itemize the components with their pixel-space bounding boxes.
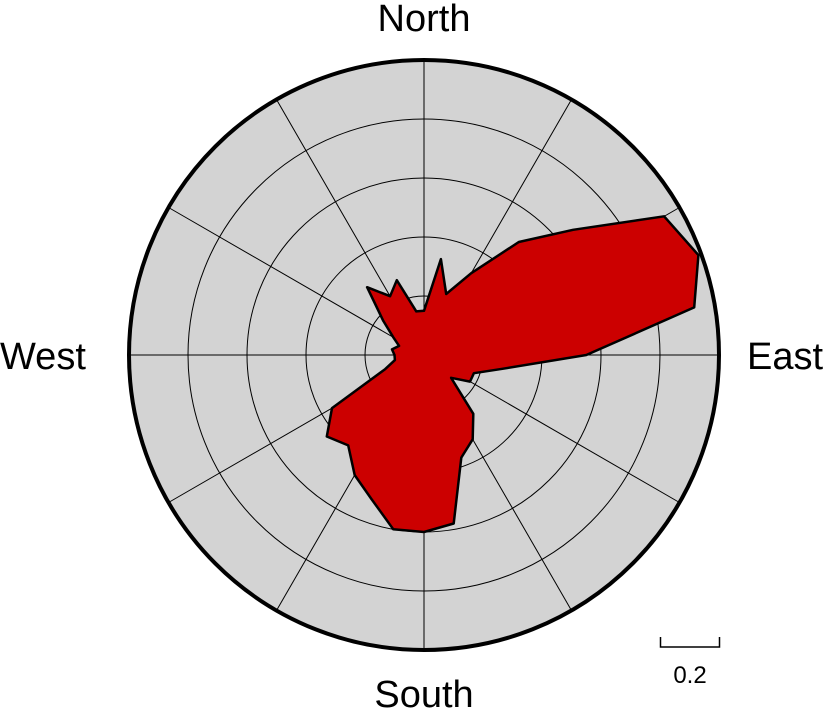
compass-label-west: West	[0, 336, 86, 378]
spoke-300	[168, 207, 425, 356]
compass-label-east: East	[747, 336, 824, 378]
scale-bar-label: 0.2	[673, 662, 707, 689]
compass-label-south: South	[374, 674, 474, 716]
scale-bar	[659, 637, 721, 648]
plot-frame	[127, 58, 721, 652]
rose-data-series	[325, 215, 700, 534]
compass-label-north: North	[377, 0, 471, 40]
